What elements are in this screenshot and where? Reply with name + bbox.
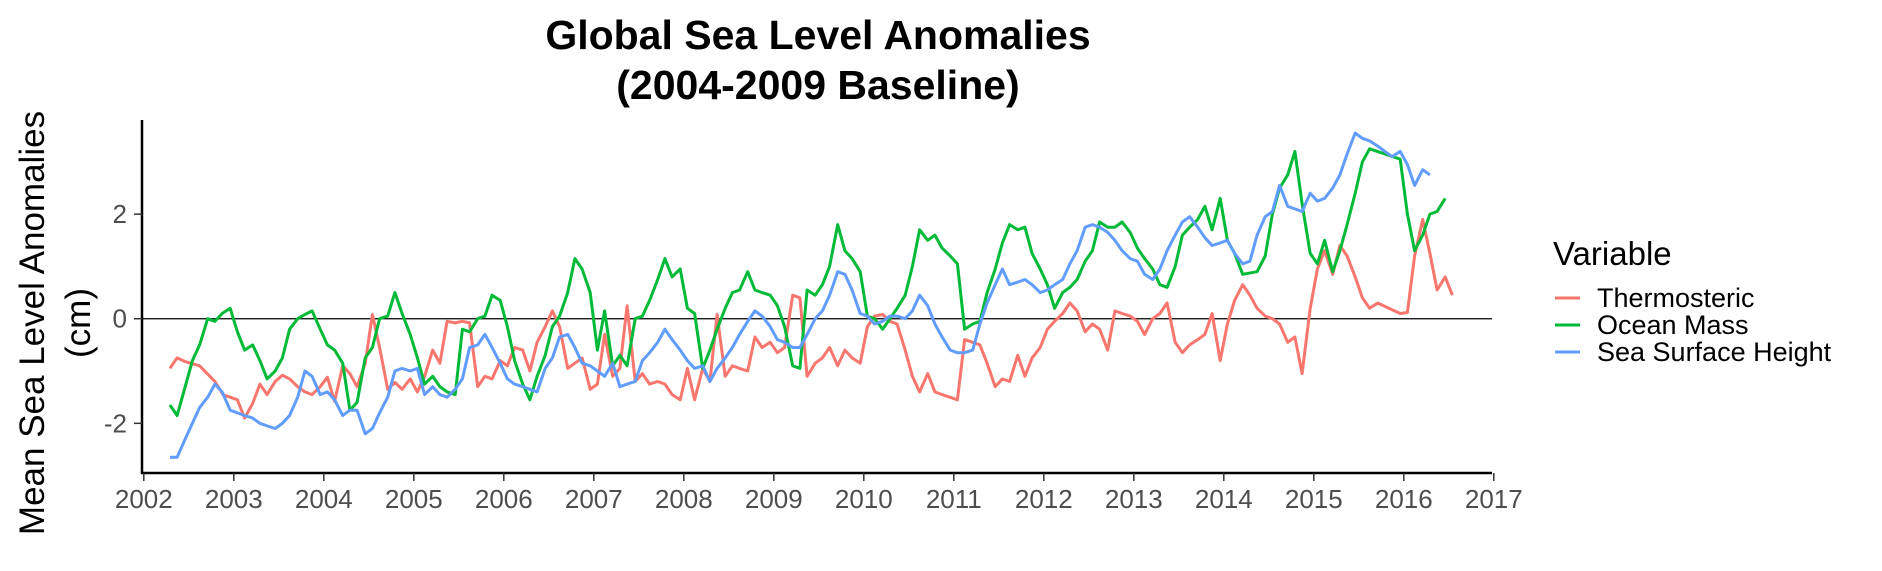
x-tick-label: 2004 [295,484,353,514]
chart-title-line-2: (2004-2009 Baseline) [616,62,1019,108]
x-tick-label: 2003 [205,484,263,514]
axes [134,120,1495,481]
x-tick-label: 2007 [565,484,623,514]
chart-title-line-1: Global Sea Level Anomalies [545,12,1090,58]
x-tick-label: 2013 [1105,484,1163,514]
y-tick-label: 0 [113,304,127,334]
x-tick-label: 2016 [1375,484,1433,514]
legend-label: Sea Surface Height [1597,337,1832,367]
legend-title: Variable [1553,235,1672,272]
y-axis-title-line-1: Mean Sea Level Anomalies [13,111,52,535]
x-tick-label: 2011 [926,484,982,514]
y-tick-label: 2 [113,199,127,229]
y-tick-label: -2 [104,408,127,438]
legend-label: Thermosteric [1597,283,1755,313]
x-tick-label: 2006 [475,484,533,514]
x-tick-label: 2014 [1195,484,1253,514]
series-line-sea-surface-height [169,131,1431,459]
x-tick-label: 2002 [115,484,173,514]
plot-area [142,131,1492,459]
x-tick-label: 2012 [1015,484,1073,514]
series-line-ocean-mass [168,147,1447,417]
x-tick-label: 2015 [1285,484,1343,514]
x-tick-label: 2008 [655,484,713,514]
x-tick-label: 2010 [835,484,893,514]
x-tick-label: 2009 [745,484,803,514]
x-tick-label: 2005 [385,484,443,514]
tick-labels: 2002 2003 2004 2005 2006 2007 2008 2009 2010 2011… [104,199,1523,514]
legend-label: Ocean Mass [1597,310,1749,340]
y-axis-title-line-2: (cm) [59,288,98,358]
x-tick-label: 2017 [1465,484,1523,514]
